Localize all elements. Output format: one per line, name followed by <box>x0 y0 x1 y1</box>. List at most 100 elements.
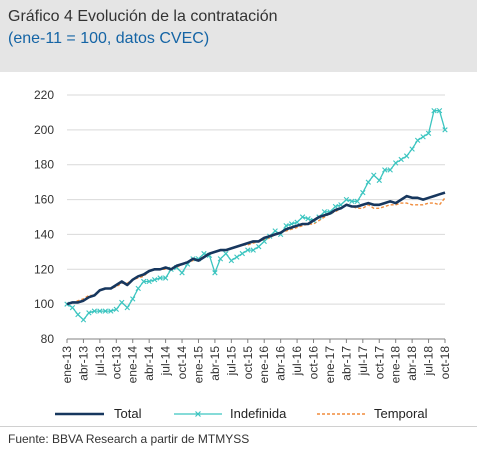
plot-area <box>64 107 448 323</box>
data-point-indefinida <box>130 296 136 302</box>
x-tick-label: oct-15 <box>241 346 255 380</box>
data-point-indefinida <box>250 247 256 253</box>
data-point-indefinida <box>212 270 218 276</box>
y-tick-label: 220 <box>34 88 54 102</box>
legend-label-indefinida: Indefinida <box>230 406 287 421</box>
data-point-indefinida <box>283 223 289 229</box>
x-tick-label: jul-15 <box>224 346 238 377</box>
series-line-indefinida <box>66 110 446 321</box>
data-point-indefinida <box>343 196 350 203</box>
data-point-indefinida <box>409 146 415 152</box>
legend-label-total: Total <box>114 406 142 421</box>
data-point-indefinida <box>75 311 81 318</box>
x-tick-label: oct-16 <box>307 346 321 380</box>
data-point-indefinida <box>398 156 404 163</box>
y-tick-label: 80 <box>41 332 55 346</box>
x-tick-label: jul-18 <box>422 346 436 377</box>
data-point-indefinida <box>431 107 437 114</box>
series-line-total <box>66 191 446 306</box>
data-point-indefinida <box>299 214 306 220</box>
data-point-indefinida <box>436 107 443 114</box>
x-tick-label: jul-13 <box>93 346 107 377</box>
x-tick-label: ene-14 <box>126 346 140 384</box>
legend-marker-indefinida <box>195 411 201 417</box>
data-point-indefinida <box>108 308 114 314</box>
x-axis: ene-13 abr-13 jul-13 oct-13 ene-14 abr-14 jul-… <box>60 338 452 384</box>
legend: Total Indefinida Temporal <box>55 406 428 421</box>
data-point-indefinida <box>365 179 371 185</box>
data-point-indefinida <box>332 203 339 210</box>
data-point-indefinida <box>69 304 76 311</box>
data-point-indefinida <box>305 216 311 222</box>
data-point-indefinida <box>135 285 141 292</box>
x-tick-label: abr-18 <box>405 346 419 381</box>
x-tick-label: jul-16 <box>290 346 304 377</box>
x-tick-label: oct-14 <box>175 346 189 380</box>
series-line-temporal <box>66 197 446 305</box>
data-point-indefinida <box>371 172 377 178</box>
data-point-indefinida <box>223 250 229 257</box>
data-point-indefinida <box>91 308 98 314</box>
chart-title: Gráfico 4 Evolución de la contratación <box>8 8 278 25</box>
data-point-indefinida <box>239 250 245 257</box>
divider <box>0 426 477 427</box>
x-tick-label: abr-15 <box>208 346 222 381</box>
data-point-indefinida <box>288 221 295 227</box>
data-point-indefinida <box>393 160 399 166</box>
data-point-indefinida <box>382 167 388 173</box>
x-tick-label: ene-13 <box>60 346 74 384</box>
data-point-indefinida <box>360 189 366 196</box>
data-point-indefinida <box>113 306 119 313</box>
x-tick-label: abr-13 <box>76 346 90 381</box>
data-point-indefinida <box>124 304 130 311</box>
legend-label-temporal: Temporal <box>374 406 428 421</box>
data-point-indefinida <box>102 308 109 314</box>
data-point-indefinida <box>146 278 152 285</box>
data-point-indefinida <box>272 228 278 234</box>
y-tick-label: 100 <box>34 297 54 311</box>
data-point-indefinida <box>414 137 421 144</box>
y-tick-label: 140 <box>34 227 54 241</box>
data-point-indefinida <box>217 256 224 262</box>
data-point-indefinida <box>228 257 235 264</box>
x-tick-label: abr-14 <box>142 346 156 381</box>
x-tick-label: jul-17 <box>356 346 370 377</box>
data-point-indefinida <box>349 198 355 205</box>
data-point-indefinida <box>151 277 158 283</box>
chart-subtitle: (ene-11 = 100, datos CVEC) <box>8 30 210 47</box>
data-point-indefinida <box>119 299 125 306</box>
data-point-indefinida <box>420 134 426 140</box>
data-point-indefinida <box>425 130 432 137</box>
y-axis: 80 100 120 140 160 180 200 220 <box>34 88 54 346</box>
data-point-indefinida <box>321 209 328 215</box>
data-point-indefinida <box>162 275 169 281</box>
data-point-indefinida <box>97 308 103 314</box>
x-tick-label: oct-18 <box>438 346 452 380</box>
x-tick-label: ene-18 <box>389 346 403 384</box>
data-point-indefinida <box>294 219 300 225</box>
y-tick-label: 200 <box>34 123 54 137</box>
y-tick-label: 180 <box>34 158 54 172</box>
x-tick-label: oct-13 <box>109 346 123 380</box>
data-point-indefinida <box>403 153 410 159</box>
data-point-indefinida <box>245 247 251 253</box>
x-tick-label: jul-14 <box>159 346 173 377</box>
data-point-indefinida <box>387 167 393 173</box>
x-tick-label: ene-15 <box>191 346 205 384</box>
gridlines <box>67 94 445 340</box>
source-note: Fuente: BBVA Research a partir de MTMYSS <box>8 432 250 446</box>
x-tick-label: oct-17 <box>372 346 386 380</box>
data-point-indefinida <box>234 254 240 260</box>
x-tick-label: ene-16 <box>257 346 271 384</box>
y-tick-label: 160 <box>34 193 54 207</box>
x-tick-label: abr-17 <box>339 346 353 381</box>
data-point-indefinida <box>141 278 147 285</box>
data-point-indefinida <box>376 177 382 184</box>
data-point-indefinida <box>86 310 92 316</box>
data-point-indefinida <box>157 275 163 281</box>
x-tick-label: ene-17 <box>323 346 337 384</box>
data-point-indefinida <box>354 198 361 205</box>
data-point-indefinida <box>80 317 87 323</box>
x-tick-label: abr-16 <box>274 346 288 381</box>
